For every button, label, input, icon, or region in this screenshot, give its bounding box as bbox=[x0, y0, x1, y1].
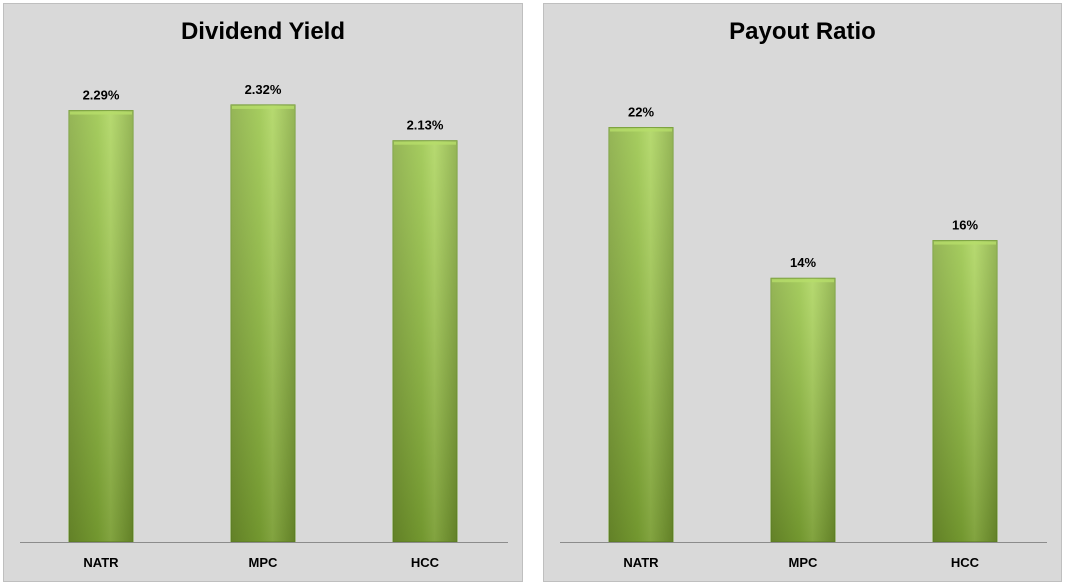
payout-ratio-chart: Payout Ratio 22% NATR 14% MPC 16% HCC bbox=[543, 3, 1062, 582]
bar-shade-mpc bbox=[771, 278, 835, 542]
data-label: 2.29% bbox=[83, 88, 120, 103]
bar-shade-hcc bbox=[933, 240, 997, 542]
bar-shade-natr bbox=[609, 127, 673, 543]
chart-title: Payout Ratio bbox=[729, 18, 876, 45]
category-label: HCC bbox=[411, 555, 440, 570]
category-label: MPC bbox=[249, 555, 279, 570]
bar-shade-natr bbox=[69, 110, 133, 543]
bar-highlight bbox=[232, 105, 294, 109]
category-label: MPC bbox=[789, 555, 819, 570]
data-label: 22% bbox=[628, 105, 654, 120]
chart-title: Dividend Yield bbox=[180, 18, 346, 45]
data-label: 16% bbox=[952, 218, 978, 233]
bar-highlight bbox=[934, 241, 996, 245]
bar-highlight bbox=[394, 141, 456, 145]
bar-highlight bbox=[70, 111, 132, 115]
category-label: NATR bbox=[623, 555, 659, 570]
bar-highlight bbox=[610, 128, 672, 132]
bar-highlight bbox=[772, 279, 834, 283]
data-label: 2.32% bbox=[245, 82, 282, 97]
data-label: 2.13% bbox=[407, 118, 444, 133]
data-label: 14% bbox=[790, 255, 816, 270]
category-label: HCC bbox=[951, 555, 980, 570]
bar-shade-hcc bbox=[393, 140, 457, 542]
category-label: NATR bbox=[83, 555, 119, 570]
bar-shade-mpc bbox=[231, 104, 295, 543]
payout-ratio-plot: 22% NATR 14% MPC 16% HCC bbox=[560, 105, 1047, 570]
dividend-yield-plot: 2.29% NATR 2.32% MPC 2.13% HCC bbox=[20, 82, 508, 570]
dividend-yield-chart: Dividend Yield 2.29% NATR 2.32% MPC 2.13% HCC bbox=[3, 3, 523, 582]
